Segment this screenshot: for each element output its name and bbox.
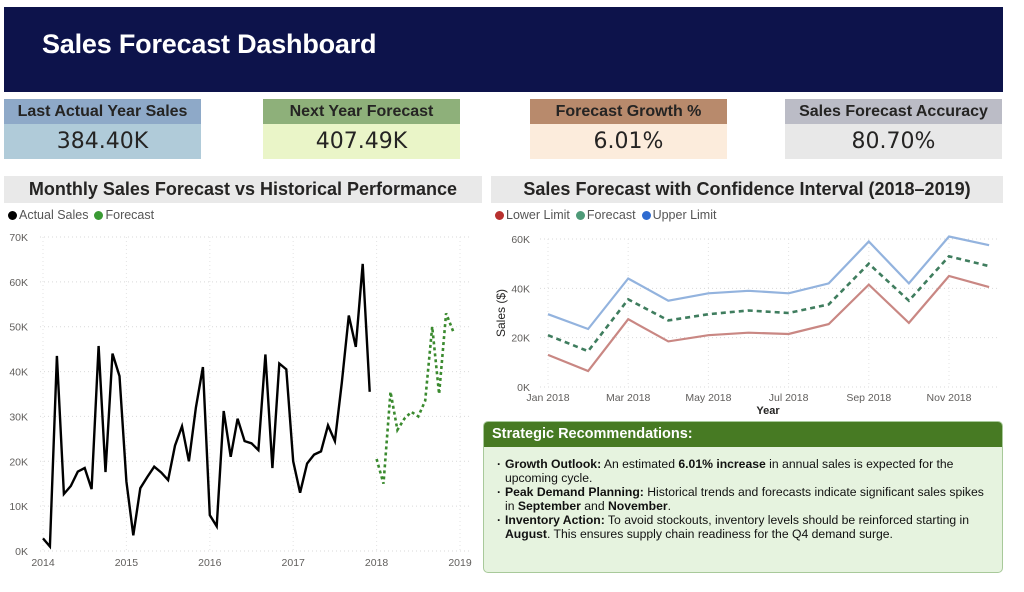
x-tick-label: 2016 [198, 557, 222, 569]
kpi-label: Last Actual Year Sales [4, 99, 201, 124]
x-axis-title: Year [756, 405, 780, 417]
x-tick-label: Jul 2018 [769, 392, 809, 404]
recommendation-text: Historical trends and forecasts indicate… [505, 485, 984, 513]
legend-label: Upper Limit [652, 208, 717, 222]
y-tick-label: 10K [9, 501, 28, 513]
recommendations-title: Strategic Recommendations: [484, 422, 1002, 447]
right-chart-legend: Lower Limit Forecast Upper Limit [495, 208, 716, 222]
recommendation-item: Peak Demand Planning: Historical trends … [497, 485, 994, 513]
x-tick-label: May 2018 [685, 392, 731, 404]
legend-dot-icon [94, 210, 104, 220]
recommendation-text: in annual sales is expected for the upco… [505, 457, 954, 485]
left-chart-title: Monthly Sales Forecast vs Historical Per… [4, 176, 482, 203]
legend-label: Lower Limit [506, 208, 570, 222]
recommendation-text: . [667, 499, 671, 513]
left-chart-legend: Actual Sales Forecast [8, 208, 154, 222]
y-tick-label: 0K [15, 546, 28, 558]
x-tick-label: Jan 2018 [526, 392, 569, 404]
legend-dot-icon [641, 210, 651, 220]
recommendation-emphasis: Inventory Action: [505, 513, 605, 527]
kpi-value: 6.01% [530, 124, 727, 159]
x-tick-label: 2017 [282, 557, 306, 569]
recommendation-emphasis: August [505, 527, 547, 541]
recommendation-emphasis: Growth Outlook: [505, 457, 602, 471]
recommendation-text: To avoid stockouts, inventory levels sho… [604, 513, 970, 527]
forecast-series-line [375, 312, 455, 485]
recommendation-text: and [580, 499, 608, 513]
x-tick-label: 2018 [365, 557, 389, 569]
kpi-card-last-actual-year-sales: Last Actual Year Sales 384.40K [4, 99, 201, 159]
dashboard-title: Sales Forecast Dashboard [42, 29, 377, 59]
x-tick-label: Mar 2018 [606, 392, 651, 404]
y-tick-label: 30K [9, 411, 28, 423]
legend-dot-icon [575, 210, 585, 220]
x-tick-label: 2014 [31, 557, 55, 569]
kpi-value: 384.40K [4, 124, 201, 159]
recommendation-emphasis: 6.01% increase [678, 457, 766, 471]
kpi-value: 80.70% [785, 124, 1002, 159]
legend-item-actual-sales[interactable]: Actual Sales [8, 208, 88, 222]
recommendation-item: Inventory Action: To avoid stockouts, in… [497, 513, 994, 541]
lower-limit-series-line [547, 274, 990, 373]
y-tick-label: 20K [9, 456, 28, 468]
kpi-card-forecast-growth: Forecast Growth % 6.01% [530, 99, 727, 159]
legend-item-lower-limit[interactable]: Lower Limit [495, 208, 570, 222]
dashboard-header: Sales Forecast Dashboard [4, 7, 1003, 92]
legend-dot-icon [495, 210, 504, 220]
kpi-card-sales-forecast-accuracy: Sales Forecast Accuracy 80.70% [785, 99, 1002, 159]
x-tick-label: 2019 [448, 557, 472, 569]
right-chart-title: Sales Forecast with Confidence Interval … [491, 176, 1003, 203]
kpi-card-next-year-forecast: Next Year Forecast 407.49K [263, 99, 460, 159]
recommendation-item: Growth Outlook: An estimated 6.01% incre… [497, 457, 994, 485]
recommendations-list: Growth Outlook: An estimated 6.01% incre… [484, 447, 1002, 541]
recommendation-emphasis: Peak Demand Planning: [505, 485, 644, 499]
x-tick-label: Sep 2018 [846, 392, 891, 404]
x-tick-label: Nov 2018 [927, 392, 972, 404]
y-tick-label: 0K [517, 382, 530, 394]
recommendation-text: . This ensures supply chain readiness fo… [546, 527, 893, 541]
legend-label: Forecast [105, 208, 155, 222]
y-axis-title: Sales ($) [494, 289, 508, 337]
recommendation-emphasis: November [607, 499, 668, 513]
y-tick-label: 40K [511, 283, 530, 295]
y-tick-label: 20K [511, 333, 530, 345]
legend-label: Actual Sales [19, 208, 89, 222]
kpi-label: Forecast Growth % [530, 99, 727, 124]
y-tick-label: 70K [9, 232, 28, 244]
monthly-sales-line-chart: 0K 10K 20K 30K 40K 50K 60K 70K 2014 2015 2016 2017 2… [9, 232, 472, 569]
kpi-label: Next Year Forecast [263, 99, 460, 124]
confidence-interval-line-chart: 0K 20K 40K 60K Jan 2018 Mar 2018 May 2018 Jul 2… [494, 234, 1000, 417]
x-tick-label: 2015 [115, 557, 139, 569]
legend-item-forecast[interactable]: Forecast [575, 208, 636, 222]
forecast-series-line [547, 254, 990, 353]
recommendation-text: An estimated [601, 457, 679, 471]
legend-dot-icon [8, 210, 17, 220]
kpi-value: 407.49K [263, 124, 460, 159]
y-tick-label: 40K [9, 367, 28, 379]
y-tick-label: 60K [511, 234, 530, 246]
actual-sales-series-line [42, 263, 371, 550]
legend-item-forecast[interactable]: Forecast [94, 208, 154, 222]
y-tick-label: 50K [9, 322, 28, 334]
strategic-recommendations-panel: Strategic Recommendations: Growth Outloo… [483, 421, 1003, 573]
y-tick-label: 60K [9, 277, 28, 289]
kpi-label: Sales Forecast Accuracy [785, 99, 1002, 124]
legend-label: Forecast [586, 208, 636, 222]
recommendation-emphasis: September [517, 499, 581, 513]
upper-limit-series-line [547, 235, 990, 331]
legend-item-upper-limit[interactable]: Upper Limit [641, 208, 717, 222]
